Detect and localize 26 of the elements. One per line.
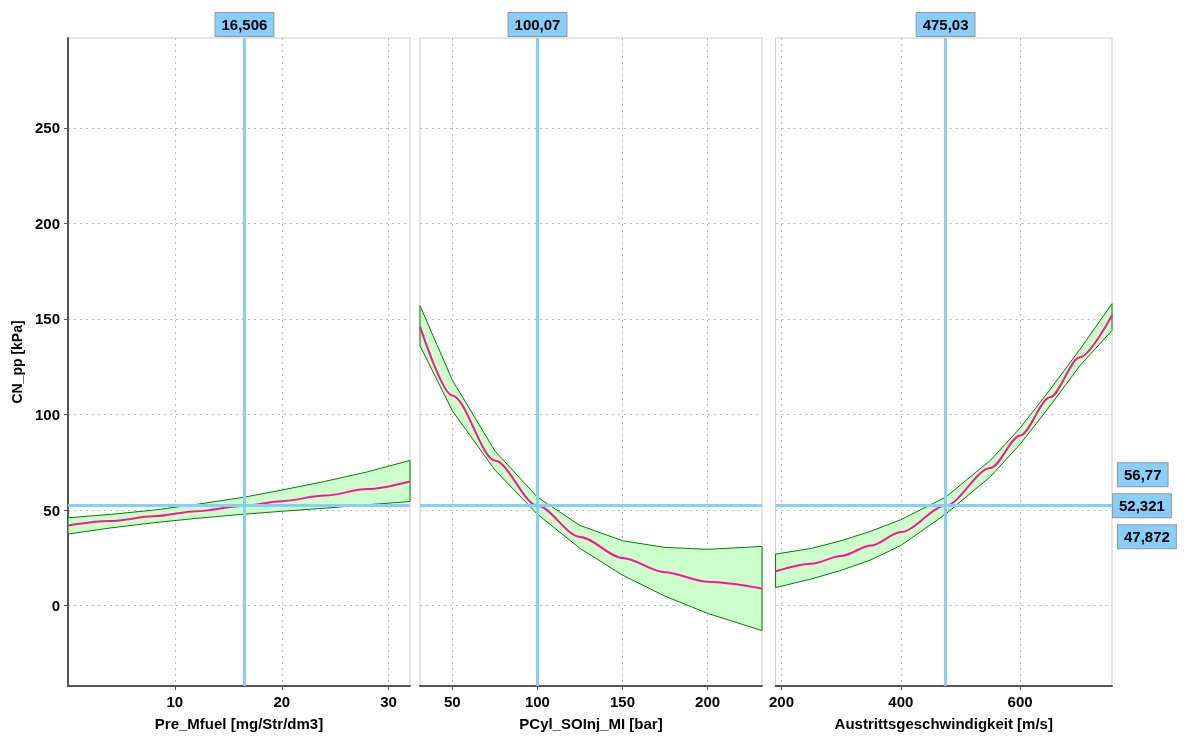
y-tick-label: 200 <box>34 214 60 232</box>
x-axis-title: Pre_Mfuel [mg/Str/dm3] <box>154 715 324 732</box>
text: 56,77 <box>1124 466 1162 484</box>
x-tick-label: 20 <box>273 693 291 710</box>
x-tick-label: 200 <box>695 693 721 710</box>
text: 47,872 <box>1124 528 1170 546</box>
y-tick-label: 100 <box>34 406 60 424</box>
x-tick-label: 10 <box>166 693 184 710</box>
y-tick-label: 50 <box>43 501 60 519</box>
y-axis-title: CN_pp [kPa] <box>9 320 25 404</box>
x-tick-label: 600 <box>1007 693 1033 710</box>
x-tick-label: 100 <box>524 693 550 710</box>
ref-line-label: 52,321 <box>1119 497 1165 515</box>
x-tick-label: 200 <box>769 693 795 710</box>
x-tick-label: 150 <box>609 693 635 710</box>
x-axis-title: PCyl_SOInj_MI [bar] <box>519 715 663 732</box>
x-axis-title: Austrittsgeschwindigkeit [m/s] <box>834 715 1053 732</box>
y-tick-label: 150 <box>34 310 60 328</box>
x-tick-label: 50 <box>443 693 461 710</box>
y-tick-label: 250 <box>34 119 60 137</box>
ref-line-label: 100,07 <box>514 16 561 33</box>
x-tick-label: 400 <box>888 693 914 710</box>
y-tick-label: 0 <box>51 597 60 615</box>
ref-line-label: 475,03 <box>922 16 969 33</box>
x-tick-label: 30 <box>380 693 397 710</box>
ref-line-label: 16,506 <box>221 16 268 33</box>
